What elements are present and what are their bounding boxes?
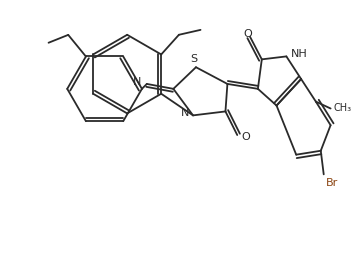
Text: S: S	[190, 54, 198, 64]
Text: O: O	[244, 29, 252, 39]
Text: Br: Br	[326, 178, 338, 188]
Text: O: O	[241, 132, 250, 142]
Text: N: N	[133, 77, 141, 87]
Text: CH₃: CH₃	[334, 103, 352, 114]
Text: NH: NH	[291, 49, 308, 60]
Text: N: N	[181, 108, 189, 118]
